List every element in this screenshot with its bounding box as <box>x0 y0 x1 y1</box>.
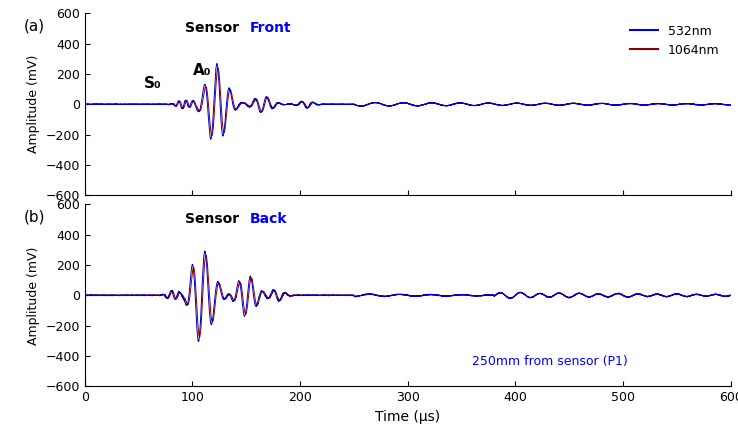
Legend: 532nm, 1064nm: 532nm, 1064nm <box>625 20 725 62</box>
Text: (b): (b) <box>24 210 45 225</box>
Y-axis label: Amplitude (mV): Amplitude (mV) <box>27 246 40 345</box>
Text: 250mm from sensor (P1): 250mm from sensor (P1) <box>472 355 628 368</box>
Text: Back: Back <box>249 212 287 226</box>
Text: (a): (a) <box>24 19 44 34</box>
Text: A₀: A₀ <box>193 63 211 79</box>
Text: Sensor: Sensor <box>185 20 244 35</box>
X-axis label: Time (μs): Time (μs) <box>375 410 441 424</box>
Text: Sensor: Sensor <box>185 212 244 226</box>
Y-axis label: Amplitude (mV): Amplitude (mV) <box>27 55 40 154</box>
Text: S₀: S₀ <box>144 75 162 91</box>
Text: Front: Front <box>249 20 292 35</box>
